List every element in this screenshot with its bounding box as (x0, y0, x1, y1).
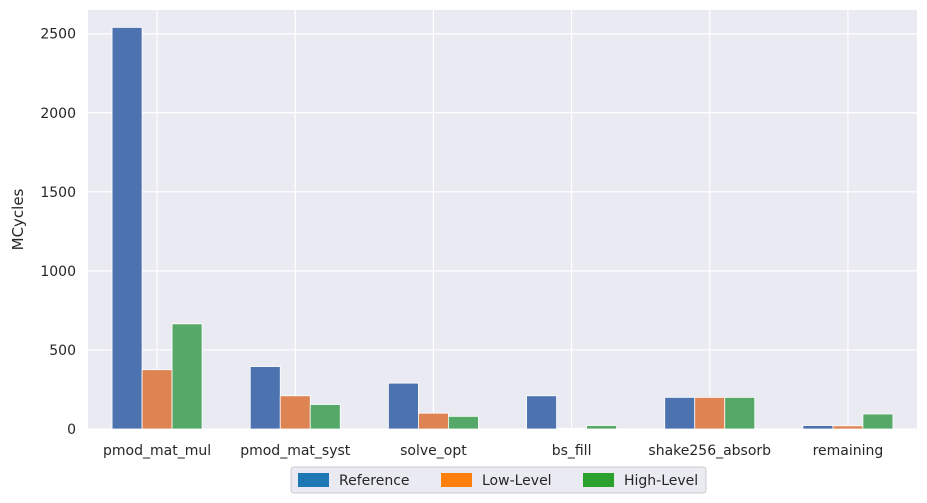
y-tick-label: 1500 (40, 185, 76, 201)
y-tick-labels: 0 500 1000 1500 2000 2500 (40, 27, 76, 438)
legend-label-low-level: Low-Level (482, 473, 552, 489)
bar-high-level-remaining (862, 413, 894, 430)
y-tick-label: 0 (67, 422, 76, 438)
plot-background (88, 10, 917, 429)
legend-label-reference: Reference (339, 473, 410, 489)
legend-swatch-high-level (583, 473, 614, 487)
x-tick-labels: pmod_mat_mul pmod_mat_syst solve_opt bs_fil… (103, 443, 883, 459)
x-tick-label: pmod_mat_mul (103, 443, 211, 459)
bar-low-level-solve-opt (418, 412, 449, 430)
bar-high-level-shake256-absorb (724, 396, 756, 430)
bar-low-level-pmod-mat-mul (141, 369, 173, 430)
legend-label-high-level: High-Level (624, 473, 698, 489)
y-axis-label: MCycles (9, 188, 27, 250)
bars (111, 26, 894, 430)
bar-low-level-remaining (832, 425, 864, 430)
y-tick-label: 1000 (40, 264, 76, 280)
bar-reference-solve-opt (388, 382, 419, 430)
bar-low-level-bs-fill (556, 427, 587, 430)
bar-high-level-pmod-mat-syst (309, 404, 341, 430)
x-tick-label: shake256_absorb (648, 443, 771, 459)
x-tick-label: bs_fill (552, 443, 592, 459)
bar-reference-shake256-absorb (664, 396, 696, 430)
bar-reference-bs-fill (526, 395, 557, 430)
y-tick-label: 2000 (40, 106, 76, 122)
x-tick-label: remaining (813, 443, 884, 459)
bar-reference-pmod-mat-mul (111, 26, 143, 430)
grid (88, 10, 917, 430)
bar-high-level-bs-fill (586, 425, 617, 430)
legend-swatch-reference (298, 473, 329, 487)
bar-low-level-pmod-mat-syst (279, 395, 311, 430)
bar-low-level-shake256-absorb (694, 396, 726, 430)
legend: Reference Low-Level High-Level (290, 466, 707, 494)
x-tick-label: solve_opt (400, 443, 467, 459)
legend-swatch-low-level (441, 473, 472, 487)
bar-high-level-pmod-mat-mul (171, 323, 203, 430)
bar-reference-remaining (802, 425, 834, 430)
y-tick-label: 500 (49, 343, 76, 359)
x-tick-label: pmod_mat_syst (240, 443, 351, 459)
bar-high-level-solve-opt (448, 415, 479, 430)
bar-reference-pmod-mat-syst (249, 366, 281, 430)
y-tick-label: 2500 (40, 27, 76, 43)
